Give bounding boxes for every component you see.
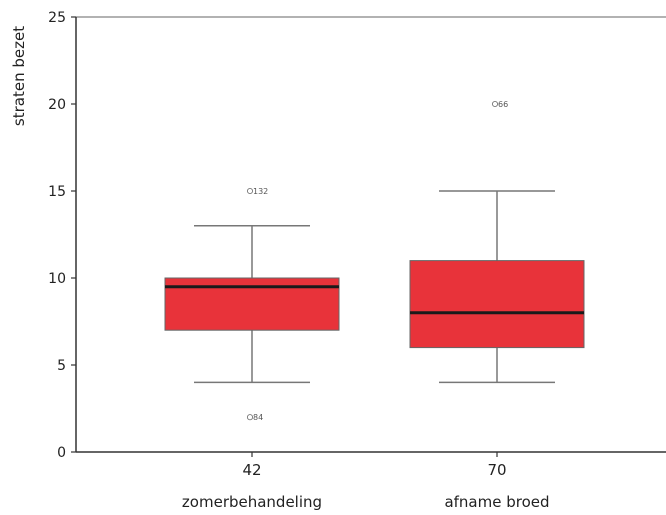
y-tick-label-5: 5	[57, 358, 66, 374]
group-1-outlier-2-label: 84	[253, 413, 263, 422]
group-2-outlier-1-marker	[491, 100, 499, 108]
y-axis-title: straten bezet	[10, 26, 28, 126]
group-2-count-label: 70	[487, 461, 506, 479]
group-1-count-label: 42	[242, 461, 261, 479]
group-2-name-label: afname broed	[444, 493, 549, 511]
y-tick-label-25: 25	[48, 10, 66, 26]
group-2-box	[409, 260, 585, 349]
y-tick-label-15: 15	[48, 184, 66, 200]
group-1-name-label: zomerbehandeling	[182, 493, 322, 511]
plot-area: 0 5 10 15 20 25 132 84 42 zomerbehandeling 66 70 afn…	[48, 10, 666, 511]
y-tick-label-10: 10	[48, 271, 66, 287]
group-1-outlier-2-marker	[246, 414, 254, 421]
group-1-outlier-1-marker	[246, 187, 254, 195]
group-1-outlier-1-label: 132	[253, 187, 268, 196]
group-2-outlier-1-label: 66	[498, 100, 508, 109]
y-tick-label-20: 20	[48, 97, 66, 113]
y-tick-label-0: 0	[57, 445, 66, 461]
